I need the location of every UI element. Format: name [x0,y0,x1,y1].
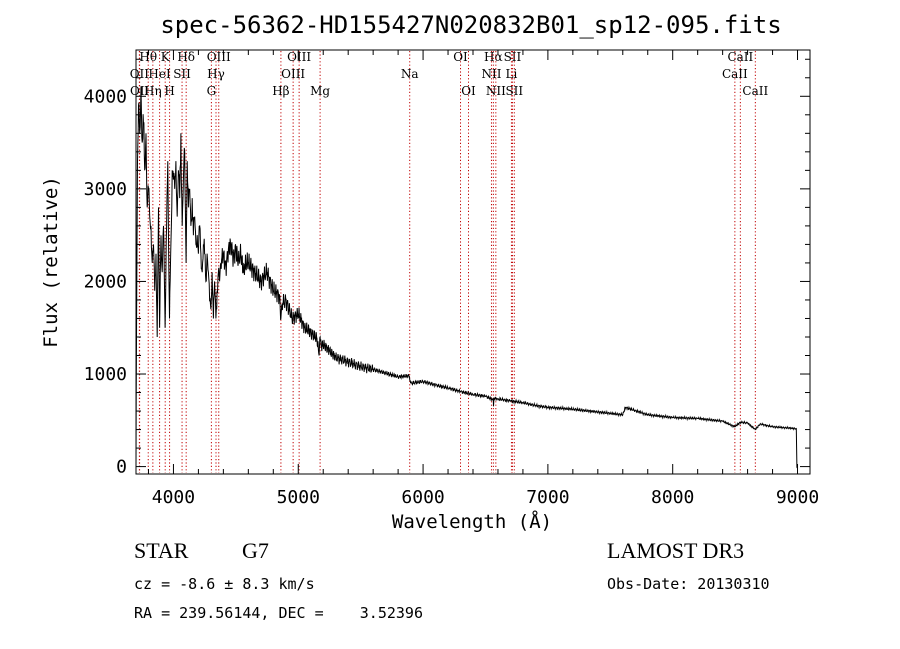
marker-label: NII [486,84,506,98]
marker-label: HeI [148,67,171,81]
marker-label: CaII [727,50,753,64]
marker-label: CaII [722,67,748,81]
marker-label: OII [130,84,150,98]
marker-label: CaII [742,84,768,98]
marker-label: SII [173,67,191,81]
x-tick-label: 7000 [526,487,569,508]
coordinates-readout: RA = 239.56144, DEC = 3.52396 [134,604,423,622]
y-tick-label: 0 [116,457,127,478]
marker-label: Hδ [177,50,195,64]
marker-label: OIII [287,50,311,64]
marker-label: SII [504,50,522,64]
marker-label: Hγ [207,67,225,81]
marker-label: OI [461,84,476,98]
marker-label: K [161,50,171,64]
x-tick-label: 8000 [651,487,694,508]
spectrum-series [135,86,798,469]
x-tick-label: 6000 [401,487,444,508]
marker-label: Hα [484,50,503,64]
x-tick-label: 5000 [277,487,320,508]
marker-label: G [207,84,217,98]
y-tick-label: 3000 [84,179,127,200]
plot-frame [135,49,811,475]
marker-label: Na [401,67,419,81]
marker-label: H [164,84,174,98]
marker-label: Hβ [272,84,289,98]
survey-name: LAMOST DR3 [607,538,745,563]
marker-label: NII [481,67,501,81]
marker-label: OIII [207,50,231,64]
marker-label: Hη [144,84,162,98]
redshift-readout: cz = -8.6 ± 8.3 km/s [134,575,315,593]
marker-label: Mg [310,84,330,98]
marker-label: Li [506,67,518,81]
y-tick-label: 1000 [84,364,127,385]
object-subclass: G7 [242,538,269,563]
marker-label: OIII [281,67,305,81]
spectrum-line [135,86,798,469]
x-tick-label: 4000 [152,487,195,508]
marker-label: Hθ [139,50,157,64]
marker-label: OI [453,50,468,64]
marker-label: SII [505,84,523,98]
y-axis-label: Flux (relative) [40,176,62,348]
x-axis-label: Wavelength (Å) [392,510,552,533]
observation-date: Obs-Date: 20130310 [607,575,770,593]
chart-title: spec-56362-HD155427N020832B01_sp12-095.f… [160,11,781,39]
y-tick-label: 2000 [84,271,127,292]
x-tick-label: 9000 [776,487,819,508]
object-class: STAR [134,538,189,563]
marker-label: OII [130,67,150,81]
y-tick-label: 4000 [84,86,127,107]
axis-ticks: 4000 5000 6000 7000 8000 9000 0 1000 2000 3000 400… [84,50,819,508]
